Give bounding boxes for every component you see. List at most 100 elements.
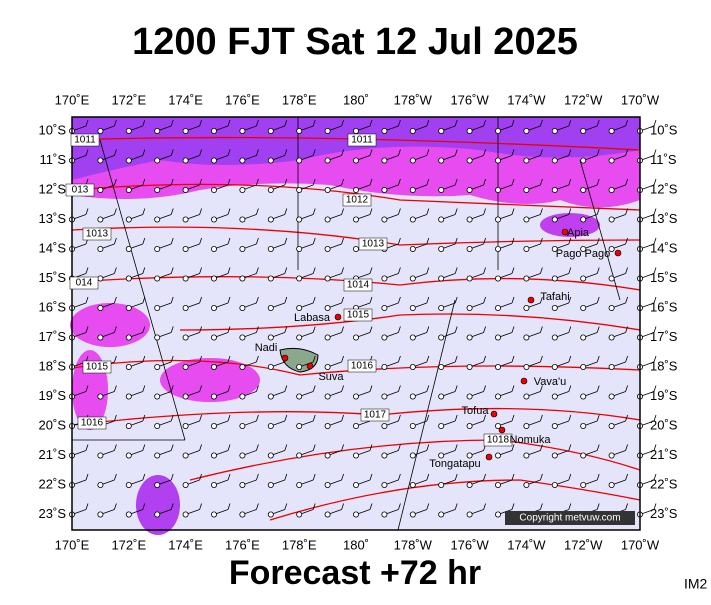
barb [227,267,231,274]
barb [454,119,458,127]
barb [256,149,259,156]
station [125,393,132,400]
station [409,363,416,370]
barb [540,326,543,333]
station [154,393,161,400]
station [267,157,274,164]
station [210,363,217,370]
barb [540,267,543,274]
barb [398,503,401,510]
barb [256,237,259,245]
barb [114,237,117,245]
barb [454,237,458,245]
barb [312,385,316,392]
barb [653,326,657,333]
barb [625,296,628,304]
station [551,422,558,429]
station [182,127,189,134]
caption: Forecast +72 hr [229,554,481,592]
barb [398,296,401,304]
barb [511,237,515,245]
station [523,127,530,134]
barb [625,237,628,245]
station [466,363,473,370]
lat-label: 21˚S [650,447,678,462]
barb [596,414,600,422]
barb [540,149,543,156]
place-dot [281,354,289,362]
station [296,157,303,164]
barb [284,178,288,186]
barb [341,267,344,274]
barb [596,267,600,274]
barb [284,237,288,245]
station [494,157,501,164]
lon-label: 178˚E [282,537,317,552]
station [608,245,615,252]
station [523,304,530,311]
station [296,393,303,400]
station [239,127,246,134]
barb [227,326,231,333]
barb [426,296,430,304]
station [494,304,501,311]
barb [227,208,231,215]
barb [142,385,146,392]
station [438,334,445,341]
station [381,186,388,193]
barb [398,414,401,422]
station [125,186,132,193]
station [352,511,359,518]
barb [369,178,373,186]
place-dot [498,426,506,434]
barb [540,355,543,363]
station [267,452,274,459]
barb [85,444,89,451]
station [608,481,615,488]
lat-label: 12˚S [650,181,678,196]
barb [454,178,458,186]
barb [114,267,117,274]
station [523,481,530,488]
isobar-label-box [347,133,377,147]
lon-label: 170˚E [55,537,90,552]
isobar-label-box [483,433,513,447]
barb [256,385,259,392]
station [182,334,189,341]
station [267,216,274,223]
barb [227,178,231,186]
station [296,245,303,252]
lon-label: 170˚W [621,92,660,107]
lon-label: 174˚E [168,537,203,552]
lat-label: 13˚S [650,211,678,226]
station [239,157,246,164]
barb [284,503,288,510]
station [352,452,359,459]
barb [284,296,288,304]
station [267,481,274,488]
barb [653,444,657,451]
barb [85,326,89,333]
station [267,363,274,370]
lat-label: 11˚S [650,152,677,167]
barb [540,237,543,245]
lon-label: 172˚W [564,92,603,107]
isobar-label: 1013 [362,239,385,250]
barb [596,149,600,156]
isobar-label: 1014 [347,280,370,291]
barb [454,296,458,304]
barb [625,385,628,392]
barb [114,119,117,127]
barb [256,444,259,451]
station [494,245,501,252]
barb [142,355,146,363]
barb [653,119,657,127]
station [324,304,331,311]
station [352,393,359,400]
barb [483,414,486,422]
station [324,393,331,400]
station [409,216,416,223]
barb [483,178,486,186]
station [352,186,359,193]
lon-label: 172˚E [111,537,146,552]
